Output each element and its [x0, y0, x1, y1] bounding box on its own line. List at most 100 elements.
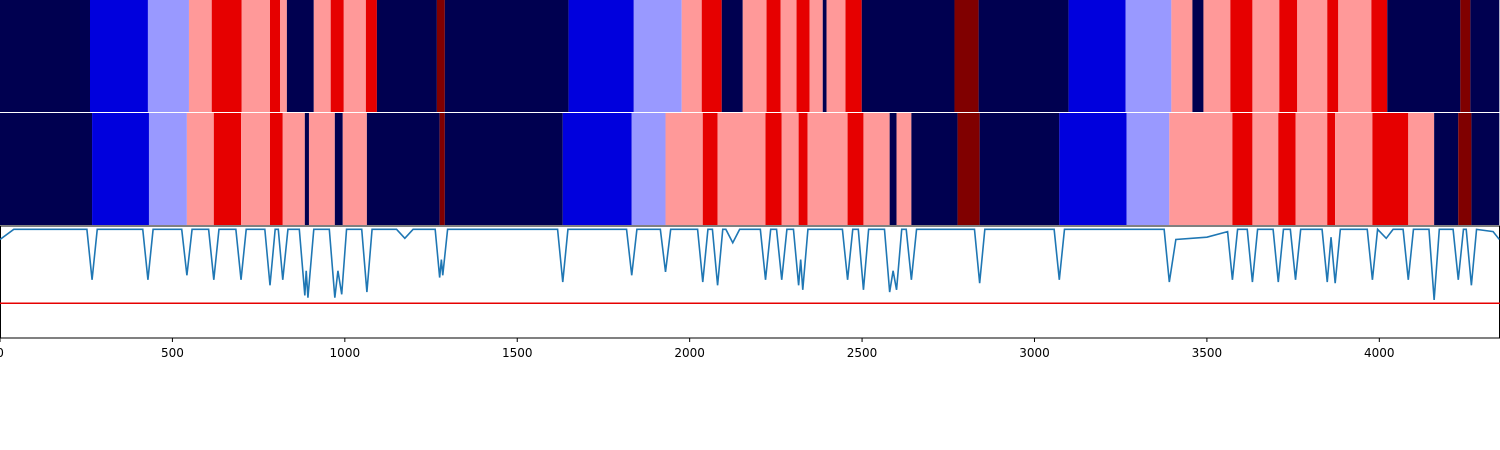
segment — [1278, 113, 1296, 225]
x-tick-label: 0 — [0, 346, 4, 360]
segment — [861, 0, 955, 112]
segment — [633, 0, 682, 112]
segment — [562, 113, 632, 225]
segment — [954, 0, 979, 112]
x-tick-label: 2000 — [674, 346, 705, 360]
segment — [1192, 0, 1204, 112]
segment — [365, 0, 377, 112]
segment — [1252, 0, 1280, 112]
segment — [665, 113, 703, 225]
segment — [911, 113, 958, 225]
segment — [826, 0, 846, 112]
segment — [304, 113, 309, 225]
segment — [148, 113, 187, 225]
x-tick-label: 4000 — [1364, 346, 1395, 360]
segment — [809, 0, 823, 112]
x-tick-label: 1000 — [330, 346, 361, 360]
segment — [863, 113, 890, 225]
segment — [439, 113, 445, 225]
segment — [1126, 113, 1170, 225]
segment — [1068, 0, 1126, 112]
segment — [631, 113, 666, 225]
segment — [1230, 0, 1253, 112]
segment — [681, 0, 702, 112]
segment — [436, 0, 445, 112]
line — [0, 227, 1500, 300]
segment — [889, 113, 897, 225]
segment — [1471, 113, 1500, 225]
segment — [342, 113, 367, 225]
segment — [1059, 113, 1127, 225]
segment — [308, 113, 335, 225]
segment — [1203, 0, 1231, 112]
segment — [979, 113, 1060, 225]
segment — [1295, 113, 1328, 225]
segment — [1470, 0, 1500, 112]
segment — [280, 0, 287, 112]
segment — [717, 113, 766, 225]
segment — [847, 113, 864, 225]
segment — [444, 113, 563, 225]
segment — [343, 0, 366, 112]
segment — [702, 113, 718, 225]
x-tick-label: 2500 — [847, 346, 878, 360]
segment — [282, 113, 305, 225]
segment — [186, 113, 214, 225]
segment — [0, 113, 93, 225]
segment — [781, 113, 799, 225]
segment — [568, 0, 634, 112]
segment — [1372, 113, 1409, 225]
segment — [721, 0, 743, 112]
segment — [1327, 0, 1339, 112]
segment — [742, 0, 767, 112]
segment — [211, 0, 242, 112]
segment — [1434, 113, 1459, 225]
segment — [796, 0, 810, 112]
segment — [1125, 0, 1172, 112]
segment — [241, 0, 270, 112]
segment — [1338, 0, 1372, 112]
segment — [376, 0, 437, 112]
segment — [1335, 113, 1373, 225]
segment — [780, 0, 797, 112]
x-tick-label: 3000 — [1019, 346, 1050, 360]
segment — [766, 0, 781, 112]
segment — [330, 0, 344, 112]
segment — [957, 113, 980, 225]
segment — [807, 113, 848, 225]
segment — [241, 113, 270, 225]
segment — [1252, 113, 1279, 225]
segment — [0, 0, 90, 112]
segment — [366, 113, 440, 225]
segment — [92, 113, 149, 225]
segment — [147, 0, 189, 112]
segment — [444, 0, 569, 112]
segment — [1458, 113, 1472, 225]
x-tick-label: 500 — [161, 346, 184, 360]
segment — [270, 0, 280, 112]
segment — [1232, 113, 1253, 225]
segment — [286, 0, 314, 112]
segment — [1387, 0, 1461, 112]
segment — [798, 113, 808, 225]
segment — [701, 0, 722, 112]
segment — [213, 113, 242, 225]
segment — [765, 113, 782, 225]
segment — [1171, 0, 1193, 112]
x-tick-label: 1500 — [502, 346, 533, 360]
segment — [1460, 0, 1471, 112]
segment — [1169, 113, 1233, 225]
segment — [1327, 113, 1336, 225]
segment — [845, 0, 862, 112]
x-tick-label: 3500 — [1192, 346, 1223, 360]
segment — [1279, 0, 1298, 112]
segment — [188, 0, 212, 112]
segment — [313, 0, 331, 112]
segment — [978, 0, 1069, 112]
segment — [1371, 0, 1388, 112]
segment — [896, 113, 912, 225]
segment — [822, 0, 827, 112]
segment — [334, 113, 343, 225]
